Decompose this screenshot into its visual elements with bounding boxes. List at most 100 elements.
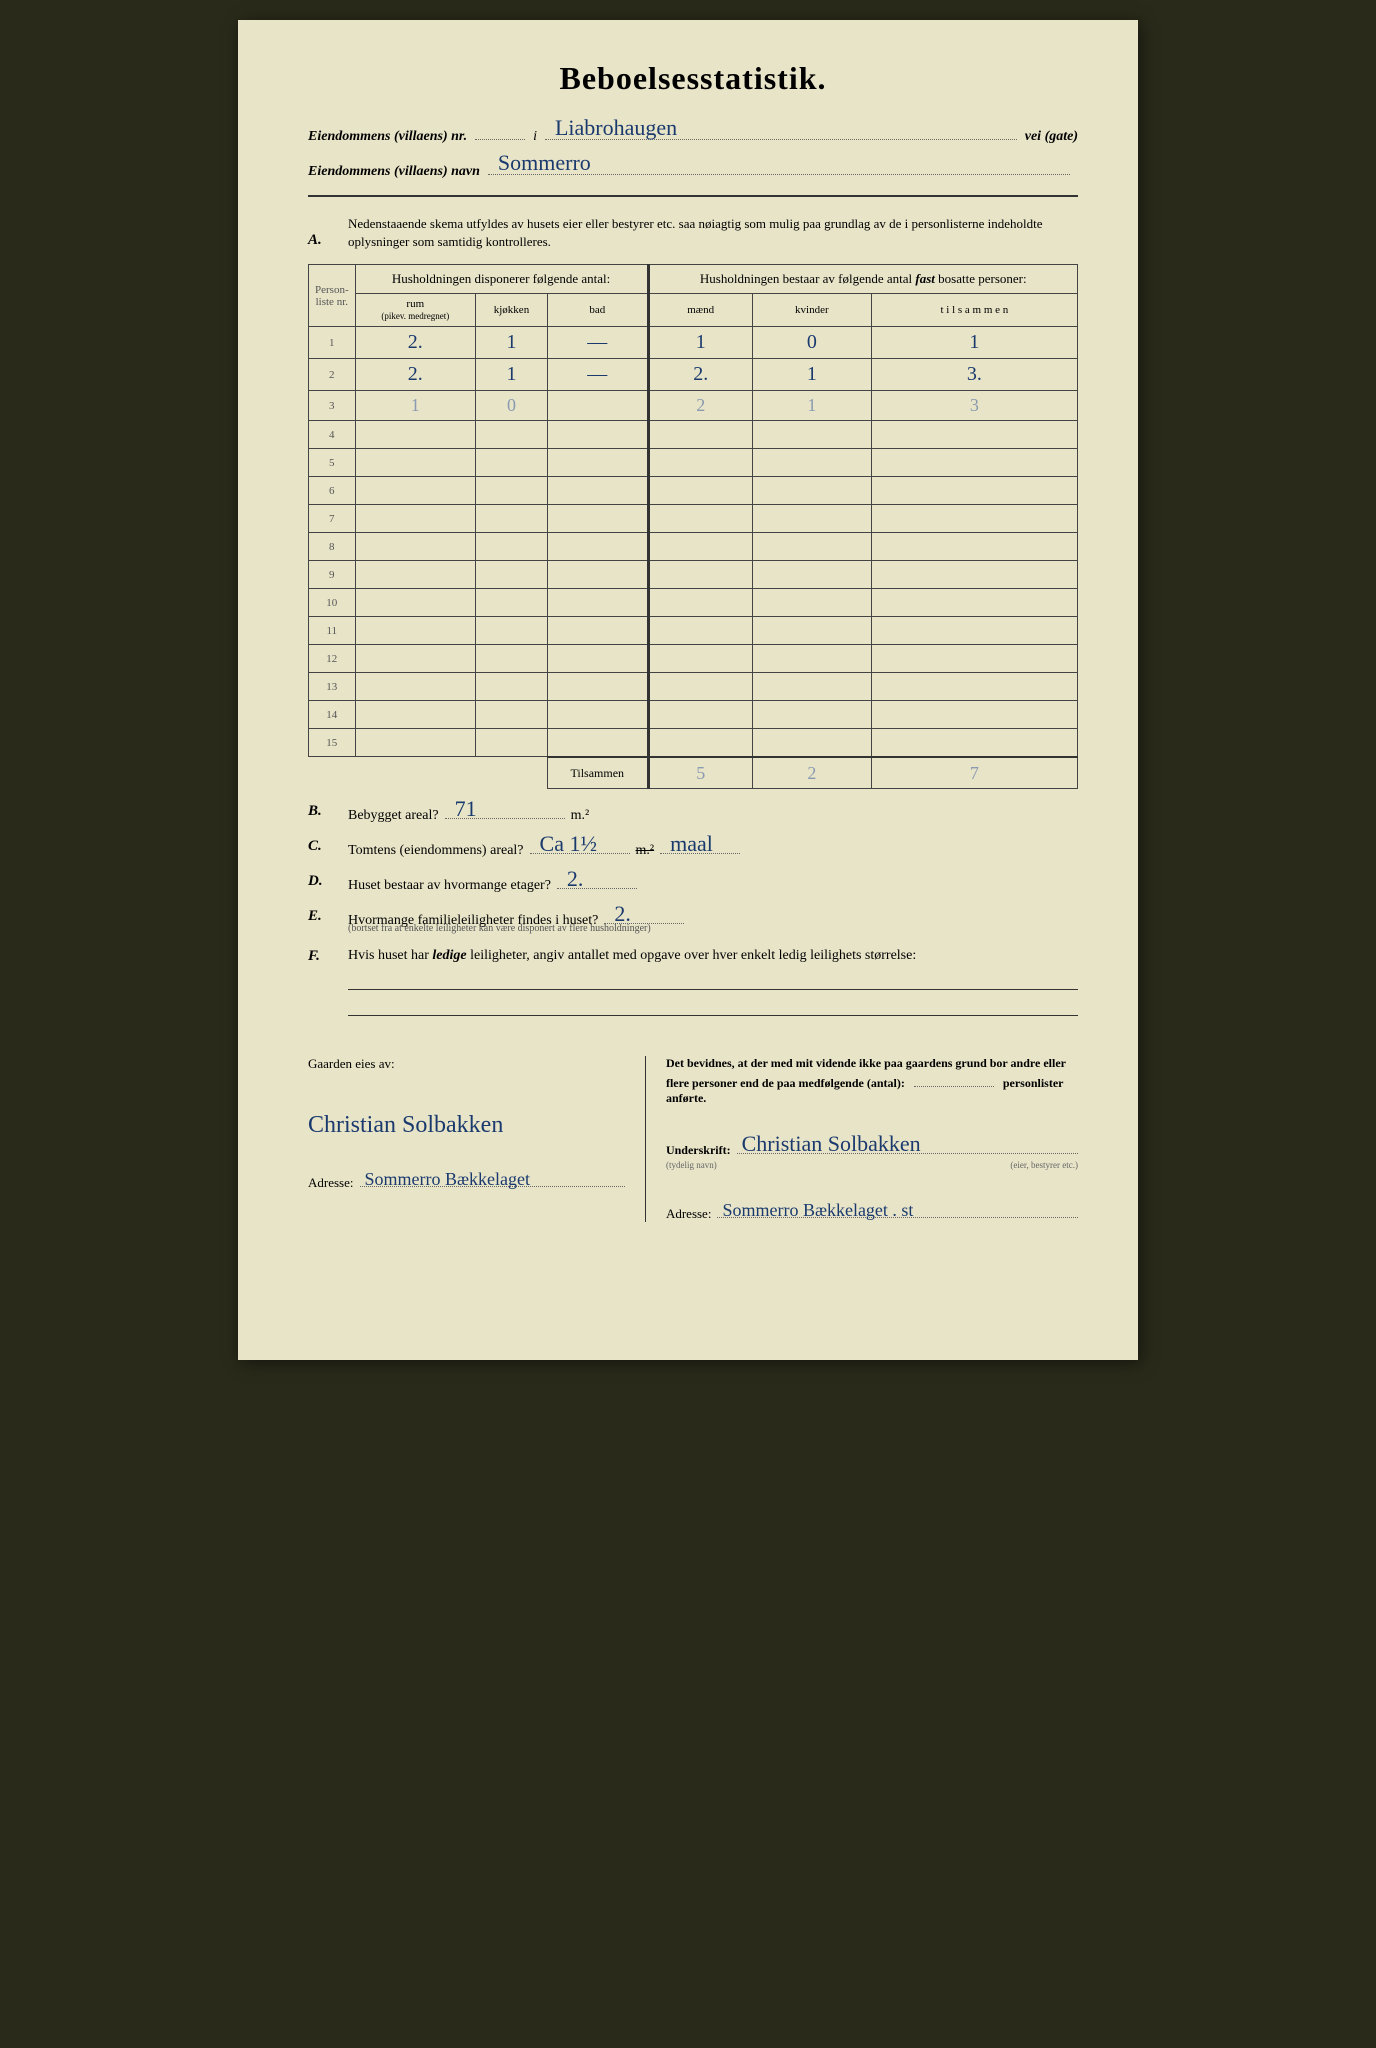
owner-label: Gaarden eies av: <box>308 1056 625 1072</box>
nr-fill-1 <box>475 122 525 140</box>
cell-rum <box>355 533 475 561</box>
table-row: 3 1 0 2 1 3 <box>309 391 1078 421</box>
sig-note: (tydelig navn) <box>666 1160 717 1170</box>
section-e-letter: E. <box>308 908 322 925</box>
cell-kvinder: 0 <box>752 327 871 359</box>
addr-left-value: Sommerro Bækkelaget <box>365 1169 530 1190</box>
cell-maend <box>648 729 752 757</box>
cell-maend <box>648 449 752 477</box>
row-num: 14 <box>309 701 356 729</box>
row-num: 5 <box>309 449 356 477</box>
section-c-fill: Ca 1½ <box>530 838 630 854</box>
cell-kjokken <box>475 449 547 477</box>
table-row: 5 <box>309 449 1078 477</box>
f-line-1 <box>348 989 1078 990</box>
table-row: 10 <box>309 589 1078 617</box>
cell-tilsammen: 1 <box>871 327 1077 359</box>
addr-right-value: Sommerro Bækkelaget . st <box>722 1200 913 1221</box>
th-maend: mænd <box>648 294 752 327</box>
table-row: 13 <box>309 673 1078 701</box>
cell-maend: 2. <box>648 359 752 391</box>
property-name-line: Eiendommens (villaens) navn Sommerro <box>308 157 1078 180</box>
table-row: 14 <box>309 701 1078 729</box>
cell-kjokken <box>475 533 547 561</box>
nr-i: i <box>533 129 537 145</box>
row-num: 3 <box>309 391 356 421</box>
addr-label-left: Adresse: <box>308 1175 354 1191</box>
section-d: D. Huset bestaar av hvormange etager? 2. <box>308 873 1078 894</box>
addr-label-right: Adresse: <box>666 1206 712 1222</box>
section-c: C. Tomtens (eiendommens) areal? Ca 1½ m.… <box>308 838 1078 859</box>
document-page: Beboelsesstatistik. Eiendommens (villaen… <box>238 20 1138 1360</box>
cell-tilsammen <box>871 533 1077 561</box>
sig-value: Christian Solbakken <box>742 1131 921 1157</box>
cell-kvinder: 1 <box>752 359 871 391</box>
cell-rum <box>355 477 475 505</box>
cell-bad <box>548 729 649 757</box>
owner-name: Christian Solbakken <box>308 1112 625 1139</box>
table-row: 7 <box>309 505 1078 533</box>
cell-kjokken <box>475 645 547 673</box>
section-d-label: Huset bestaar av hvormange etager? <box>348 878 551 894</box>
cell-rum <box>355 673 475 701</box>
cell-bad <box>548 391 649 421</box>
cell-kjokken <box>475 589 547 617</box>
household-table: Person-liste nr. Husholdningen disponere… <box>308 264 1078 789</box>
table-row: 1 2. 1 — 1 0 1 <box>309 327 1078 359</box>
cell-kvinder <box>752 729 871 757</box>
cell-tilsammen <box>871 701 1077 729</box>
cell-bad <box>548 617 649 645</box>
cell-bad <box>548 701 649 729</box>
cell-maend <box>648 589 752 617</box>
cell-maend <box>648 645 752 673</box>
total-k: 2 <box>752 757 871 789</box>
section-b-unit: m.² <box>571 808 590 824</box>
section-f-letter: F. <box>308 948 320 965</box>
section-a-letter: A. <box>308 230 322 251</box>
addr-right-fill: Sommerro Bækkelaget . st <box>717 1200 1078 1218</box>
section-b: B. Bebygget areal? 71 m.² <box>308 803 1078 824</box>
cell-rum <box>355 505 475 533</box>
section-c-value: Ca 1½ <box>540 831 597 857</box>
table-row: 11 <box>309 617 1078 645</box>
divider-1 <box>308 195 1078 197</box>
section-c-label: Tomtens (eiendommens) areal? <box>348 843 524 859</box>
row-num: 1 <box>309 327 356 359</box>
cell-rum <box>355 421 475 449</box>
cell-bad <box>548 477 649 505</box>
section-f: F. Hvis huset har ledige leiligheter, an… <box>308 948 1078 964</box>
cell-maend <box>648 701 752 729</box>
bottom-section: Gaarden eies av: Christian Solbakken Adr… <box>308 1056 1078 1222</box>
cell-rum: 1 <box>355 391 475 421</box>
nr-end: vei (gate) <box>1025 129 1078 145</box>
row-num: 11 <box>309 617 356 645</box>
bottom-left: Gaarden eies av: Christian Solbakken Adr… <box>308 1056 625 1222</box>
th-kjokken: kjøkken <box>475 294 547 327</box>
cell-tilsammen <box>871 505 1077 533</box>
section-b-value: 71 <box>455 796 477 822</box>
cell-bad <box>548 533 649 561</box>
section-b-label: Bebygget areal? <box>348 808 439 824</box>
cell-bad <box>548 673 649 701</box>
section-c-letter: C. <box>308 838 322 855</box>
cell-maend: 1 <box>648 327 752 359</box>
cell-rum: 2. <box>355 359 475 391</box>
cell-tilsammen <box>871 729 1077 757</box>
cell-maend <box>648 421 752 449</box>
row-num: 2 <box>309 359 356 391</box>
addr-right-row: Adresse: Sommerro Bækkelaget . st <box>666 1200 1078 1222</box>
row-num: 15 <box>309 729 356 757</box>
section-f-label: Hvis huset har ledige leiligheter, angiv… <box>348 948 916 964</box>
th-rum: rum (pikev. medregnet) <box>355 294 475 327</box>
section-a: A. Nedenstaaende skema utfyldes av huset… <box>308 207 1078 259</box>
cell-maend <box>648 477 752 505</box>
nr-label: Eiendommens (villaens) nr. <box>308 129 467 145</box>
cell-bad <box>548 645 649 673</box>
cell-tilsammen <box>871 673 1077 701</box>
cell-maend <box>648 617 752 645</box>
cell-bad <box>548 505 649 533</box>
table-row: 9 <box>309 561 1078 589</box>
row-num: 7 <box>309 505 356 533</box>
section-d-value: 2. <box>567 866 584 892</box>
section-d-letter: D. <box>308 873 323 890</box>
